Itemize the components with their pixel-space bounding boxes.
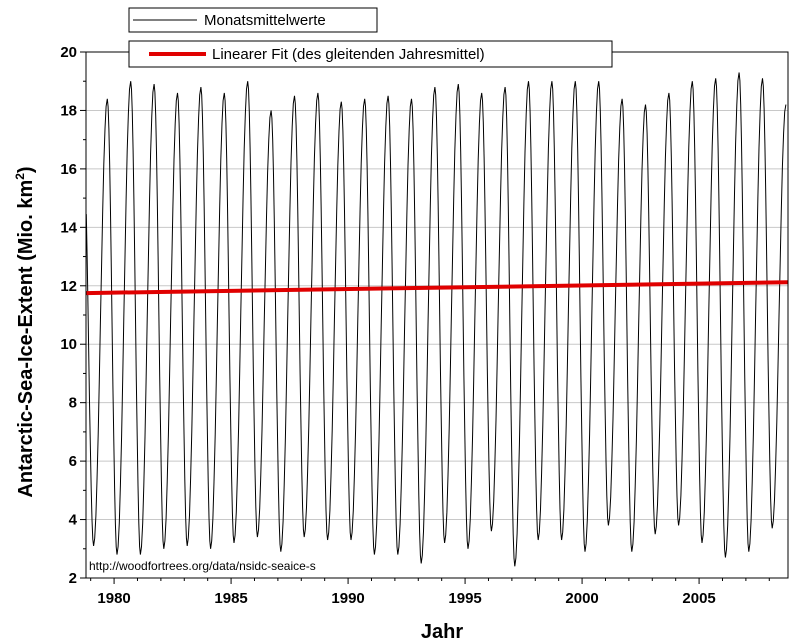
series-line-monthly <box>85 72 787 567</box>
x-tick-label: 1985 <box>214 590 247 607</box>
series-line-fit <box>85 280 789 296</box>
legend-label-fit: Linearer Fit (des gleitenden Jahresmitte… <box>212 46 485 63</box>
source-annotation: http://woodfortrees.org/data/nsidc-seaic… <box>89 559 316 573</box>
legend-box-fit <box>128 40 613 68</box>
y-axis: 2 4 6 8 10 12 14 16 18 20 <box>60 44 86 587</box>
y-axis-title: Antarctic-Sea-Ice-Extent (Mio. km2) <box>13 166 37 497</box>
plot-series <box>85 72 789 567</box>
y-tick-label: 12 <box>60 278 77 295</box>
y-tick-label: 16 <box>60 161 77 178</box>
y-tick-label: 18 <box>60 102 77 119</box>
x-axis-title: Jahr <box>421 621 463 643</box>
x-tick-label: 2005 <box>682 590 715 607</box>
y-tick-label: 10 <box>60 336 77 353</box>
y-tick-label: 6 <box>69 453 77 470</box>
y-axis-title-main: Antarctic-Sea-Ice-Extent (Mio. km <box>15 180 37 498</box>
x-tick-label: 1990 <box>331 590 364 607</box>
x-tick-label: 1995 <box>448 590 481 607</box>
y-axis-title-close: ) <box>15 166 37 173</box>
legend: Monatsmittelwerte Linearer Fit (des glei… <box>128 7 613 68</box>
legend-label-monthly: Monatsmittelwerte <box>204 12 326 29</box>
y-tick-label: 4 <box>69 512 78 529</box>
y-tick-label: 2 <box>69 570 77 587</box>
x-tick-label: 2000 <box>565 590 598 607</box>
x-axis: 1980 1985 1990 1995 2000 2005 <box>90 578 770 607</box>
y-tick-label: 14 <box>60 219 77 236</box>
y-tick-label: 8 <box>69 395 77 412</box>
x-tick-label: 1980 <box>97 590 130 607</box>
y-tick-label: 20 <box>60 44 77 61</box>
y-axis-title-superscript: 2 <box>13 173 27 180</box>
